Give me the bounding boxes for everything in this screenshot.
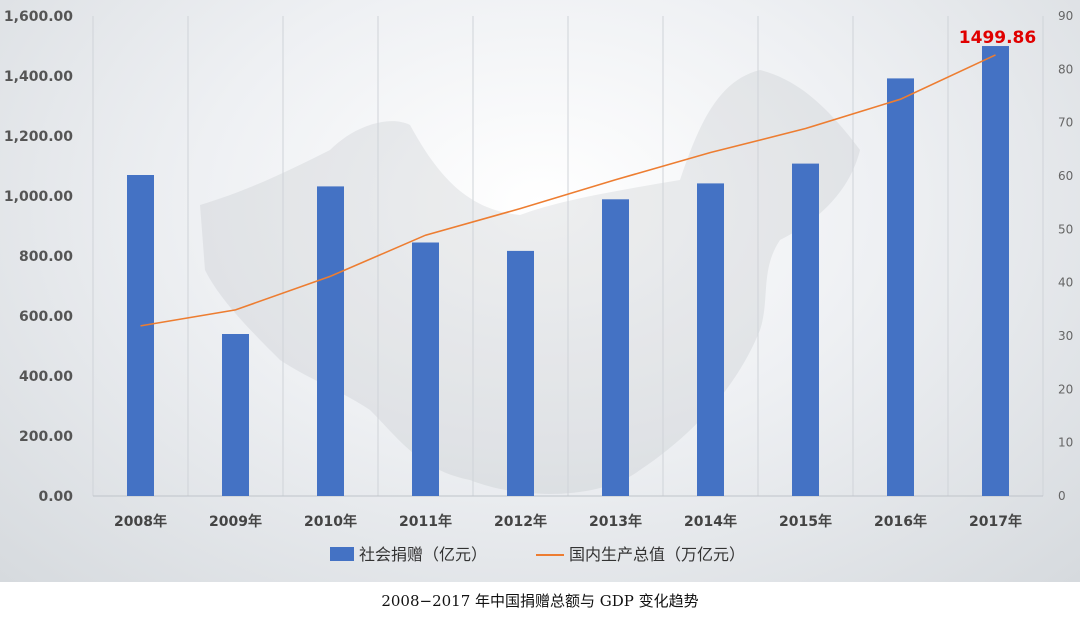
category-label: 2014年 [684,513,737,530]
category-label: 2013年 [589,513,642,530]
left-axis-tick-label: 1,000.00 [4,189,73,205]
left-axis-tick-label: 1,200.00 [4,129,73,145]
legend-swatch-donation [330,547,354,561]
left-axis-tick-label: 200.00 [19,429,73,445]
gdp-line [140,54,996,327]
legend-label-gdp: 国内生产总值（万亿元） [569,545,745,564]
bar-donation-2008年 [127,175,154,496]
right-axis-tick-label: 40 [1058,276,1073,290]
bar-donation-2010年 [317,186,344,496]
chart-panel: 0.00 200.00 400.00 600.00 800.00 1,000.00 1,20… [0,0,1080,582]
right-axis-tick-label: 10 [1058,436,1073,450]
category-label: 2009年 [209,513,262,530]
right-axis-tick-label: 90 [1058,9,1073,23]
bar-donation-2012年 [507,250,534,496]
category-label: 2015年 [779,513,832,530]
bar-donation-2011年 [412,242,439,496]
figure-caption: 2008−2017 年中国捐赠总额与 GDP 变化趋势 [381,592,699,610]
category-label: 2012年 [494,513,547,530]
bar-donation-2015年 [792,163,819,496]
right-axis-tick-label: 80 [1058,62,1073,76]
bar-donation-2014年 [697,183,724,496]
right-axis-tick-label: 50 [1058,222,1073,236]
category-label: 2016年 [874,513,927,530]
left-axis-tick-label: 600.00 [19,309,73,325]
right-axis-tick-label: 30 [1058,329,1073,343]
category-label: 2008年 [114,513,167,530]
left-axis-tick-label: 800.00 [19,249,73,265]
right-axis-tick-label: 0 [1058,489,1066,503]
left-axis-tick-label: 1,600.00 [4,9,73,25]
right-axis-tick-label: 60 [1058,169,1073,183]
right-axis-tick-label: 70 [1058,116,1073,130]
category-label: 2010年 [304,513,357,530]
right-axis-tick-label: 20 [1058,382,1073,396]
annotation-label: 1499.86 [959,28,1036,48]
category-label: 2017年 [969,513,1022,530]
bar-donation-2017年 [982,46,1009,497]
left-axis-tick-label: 0.00 [38,489,73,505]
left-axis-tick-label: 400.00 [19,369,73,385]
legend-label-donation: 社会捐赠（亿元） [359,545,487,564]
category-label: 2011年 [399,513,452,530]
left-axis-tick-label: 1,400.00 [4,69,73,85]
bar-donation-2013年 [602,199,629,497]
donation-gdp-chart: 0.00 200.00 400.00 600.00 800.00 1,000.00 1,20… [4,9,1073,564]
bar-donation-2009年 [222,334,249,496]
bar-donation-2016年 [887,78,914,497]
